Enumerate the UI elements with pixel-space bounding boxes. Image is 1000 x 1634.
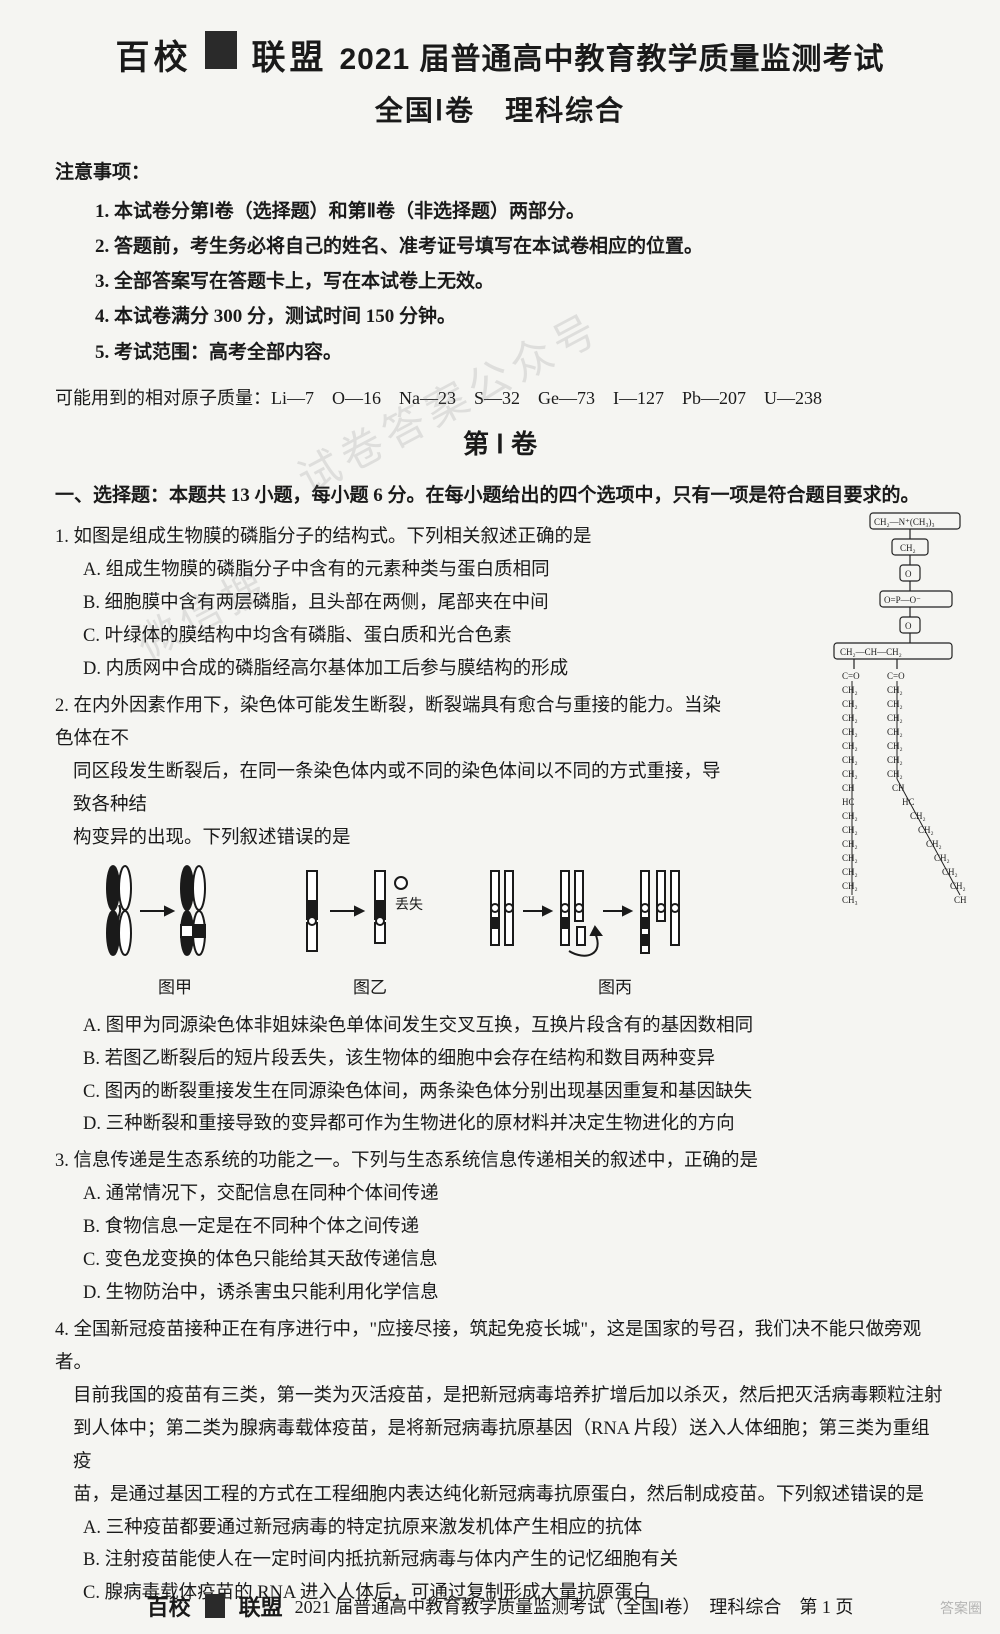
q2-option-a: A. 图甲为同源染色体非姐妹染色单体间发生交叉互换，互换片段含有的基因数相同	[83, 1010, 945, 1043]
footer-seal-icon	[205, 1594, 225, 1618]
notice-list: 1. 本试卷分第Ⅰ卷（选择题）和第Ⅱ卷（非选择题）两部分。 2. 答题前，考生务…	[55, 194, 945, 370]
head-label: O=P—O⁻	[884, 595, 921, 605]
brand-right: 联盟	[251, 30, 327, 79]
notice-item: 1. 本试卷分第Ⅰ卷（选择题）和第Ⅱ卷（非选择题）两部分。	[95, 194, 945, 229]
q1-option-a: A. 组成生物膜的磷脂分子中含有的元素种类与蛋白质相同	[83, 554, 695, 587]
label-bing: 图丙	[485, 973, 745, 1003]
notice-item: 4. 本试卷满分 300 分，测试时间 150 分钟。	[95, 299, 945, 334]
svg-text:C=O: C=O	[842, 671, 860, 681]
notice-title: 注意事项：	[55, 157, 945, 184]
question-2: 2. 在内外因素作用下，染色体可能发生断裂，断裂端具有愈合与重接的能力。当染色体…	[55, 690, 945, 1141]
svg-text:丢失: 丢失	[395, 897, 423, 913]
diagram-yi: 丢失 图乙	[295, 863, 445, 1004]
part-title: 第 Ⅰ 卷	[55, 424, 945, 461]
answer-badge: 答案圈	[940, 1598, 982, 1618]
svg-text:CH₂: CH₂	[950, 881, 966, 891]
question-3: 3. 信息传递是生态系统的功能之一。下列与生态系统信息传递相关的叙述中，正确的是…	[55, 1145, 945, 1310]
head-label: O	[905, 621, 912, 631]
chromosome-diagrams: 图甲 丢失 图乙	[95, 863, 945, 1004]
q4-stem-line: 4. 全国新冠疫苗接种正在有序进行中，"应接尽接，筑起免疫长城"，这是国家的号召…	[55, 1314, 945, 1380]
head-label: O	[905, 569, 912, 579]
q3-option-d: D. 生物防治中，诱杀害虫只能利用化学信息	[83, 1277, 945, 1310]
atomic-mass-line: 可能用到的相对原子质量：Li—7 O—16 Na—23 S—32 Ge—73 I…	[55, 382, 945, 414]
q1-stem: 1. 如图是组成生物膜的磷脂分子的结构式。下列相关叙述正确的是	[55, 521, 695, 554]
q4-stem-line: 到人体中；第二类为腺病毒载体疫苗，是将新冠病毒抗原基因（RNA 片段）送入人体细…	[55, 1413, 945, 1479]
notice-item: 2. 答题前，考生务必将自己的姓名、准考证号填写在本试卷相应的位置。	[95, 229, 945, 264]
label-jia: 图甲	[95, 973, 255, 1003]
question-4: 4. 全国新冠疫苗接种正在有序进行中，"应接尽接，筑起免疫长城"，这是国家的号召…	[55, 1314, 945, 1610]
notice-item: 5. 考试范围：高考全部内容。	[95, 335, 945, 370]
diagram-bing: 图丙	[485, 863, 745, 1004]
q3-option-a: A. 通常情况下，交配信息在同种个体间传递	[83, 1178, 945, 1211]
header: 百校 联盟 2021 届普通高中教育教学质量监测考试	[55, 30, 945, 79]
q3-option-c: C. 变色龙变换的体色只能给其天敌传递信息	[83, 1244, 945, 1277]
q2-stem-line: 同区段发生断裂后，在同一条染色体内或不同的染色体间以不同的方式重接，导致各种结	[55, 756, 735, 822]
q1-option-c: C. 叶绿体的膜结构中均含有磷脂、蛋白质和光合色素	[83, 620, 695, 653]
q4-stem-line: 目前我国的疫苗有三类，第一类为灭活疫苗，是把新冠病毒培养扩增后加以杀灭，然后把灭…	[55, 1380, 945, 1413]
svg-text:C=O: C=O	[887, 671, 905, 681]
q1-option-b: B. 细胞膜中含有两层磷脂，且头部在两侧，尾部夹在中间	[83, 587, 695, 620]
q2-option-d: D. 三种断裂和重接导致的变异都可作为生物进化的原材料并决定生物进化的方向	[83, 1108, 945, 1141]
q4-option-b: B. 注射疫苗能使人在一定时间内抵抗新冠病毒与体内产生的记忆细胞有关	[83, 1544, 945, 1577]
head-label: CH₂	[900, 543, 916, 553]
q3-stem: 3. 信息传递是生态系统的功能之一。下列与生态系统信息传递相关的叙述中，正确的是	[55, 1145, 945, 1178]
label-yi: 图乙	[295, 973, 445, 1003]
head-label: CH₂—CH—CH₂	[840, 647, 902, 657]
question-1: 1. 如图是组成生物膜的磷脂分子的结构式。下列相关叙述正确的是 A. 组成生物膜…	[55, 521, 945, 686]
q2-stem-line: 2. 在内外因素作用下，染色体可能发生断裂，断裂端具有愈合与重接的能力。当染色体…	[55, 690, 735, 756]
footer-brand-left: 百校	[147, 1590, 191, 1622]
brand-left: 百校	[115, 30, 191, 79]
brand-seal-icon	[205, 31, 237, 69]
head-label: CH₂—N⁺(CH₃)₃	[874, 517, 935, 527]
q2-stem-line: 构变异的出现。下列叙述错误的是	[55, 822, 735, 855]
exam-title: 2021 届普通高中教育教学质量监测考试	[339, 34, 884, 78]
q4-option-a: A. 三种疫苗都要通过新冠病毒的特定抗原来激发机体产生相应的抗体	[83, 1512, 945, 1545]
diagram-jia: 图甲	[95, 863, 255, 1004]
footer-text: 2021 届普通高中教育教学质量监测考试（全国Ⅰ卷） 理科综合 第 1 页	[295, 1593, 854, 1619]
q2-option-c: C. 图丙的断裂重接发生在同源染色体间，两条染色体分别出现基因重复和基因缺失	[83, 1076, 945, 1109]
page-footer: 百校 联盟 2021 届普通高中教育教学质量监测考试（全国Ⅰ卷） 理科综合 第 …	[55, 1590, 945, 1622]
q3-option-b: B. 食物信息一定是在不同种个体之间传递	[83, 1211, 945, 1244]
notice-item: 3. 全部答案写在答题卡上，写在本试卷上无效。	[95, 264, 945, 299]
exam-subtitle: 全国Ⅰ卷 理科综合	[55, 89, 945, 129]
q2-option-b: B. 若图乙断裂后的短片段丢失，该生物体的细胞中会存在结构和数目两种变异	[83, 1043, 945, 1076]
svg-text:CH₃: CH₃	[954, 895, 967, 905]
section-instruction: 一、选择题：本题共 13 小题，每小题 6 分。在每小题给出的四个选项中，只有一…	[55, 479, 945, 513]
footer-brand-right: 联盟	[239, 1590, 283, 1622]
q4-stem-line: 苗，是通过基因工程的方式在工程细胞内表达纯化新冠病毒抗原蛋白，然后制成疫苗。下列…	[55, 1479, 945, 1512]
q1-option-d: D. 内质网中合成的磷脂经高尔基体加工后参与膜结构的形成	[83, 653, 695, 686]
